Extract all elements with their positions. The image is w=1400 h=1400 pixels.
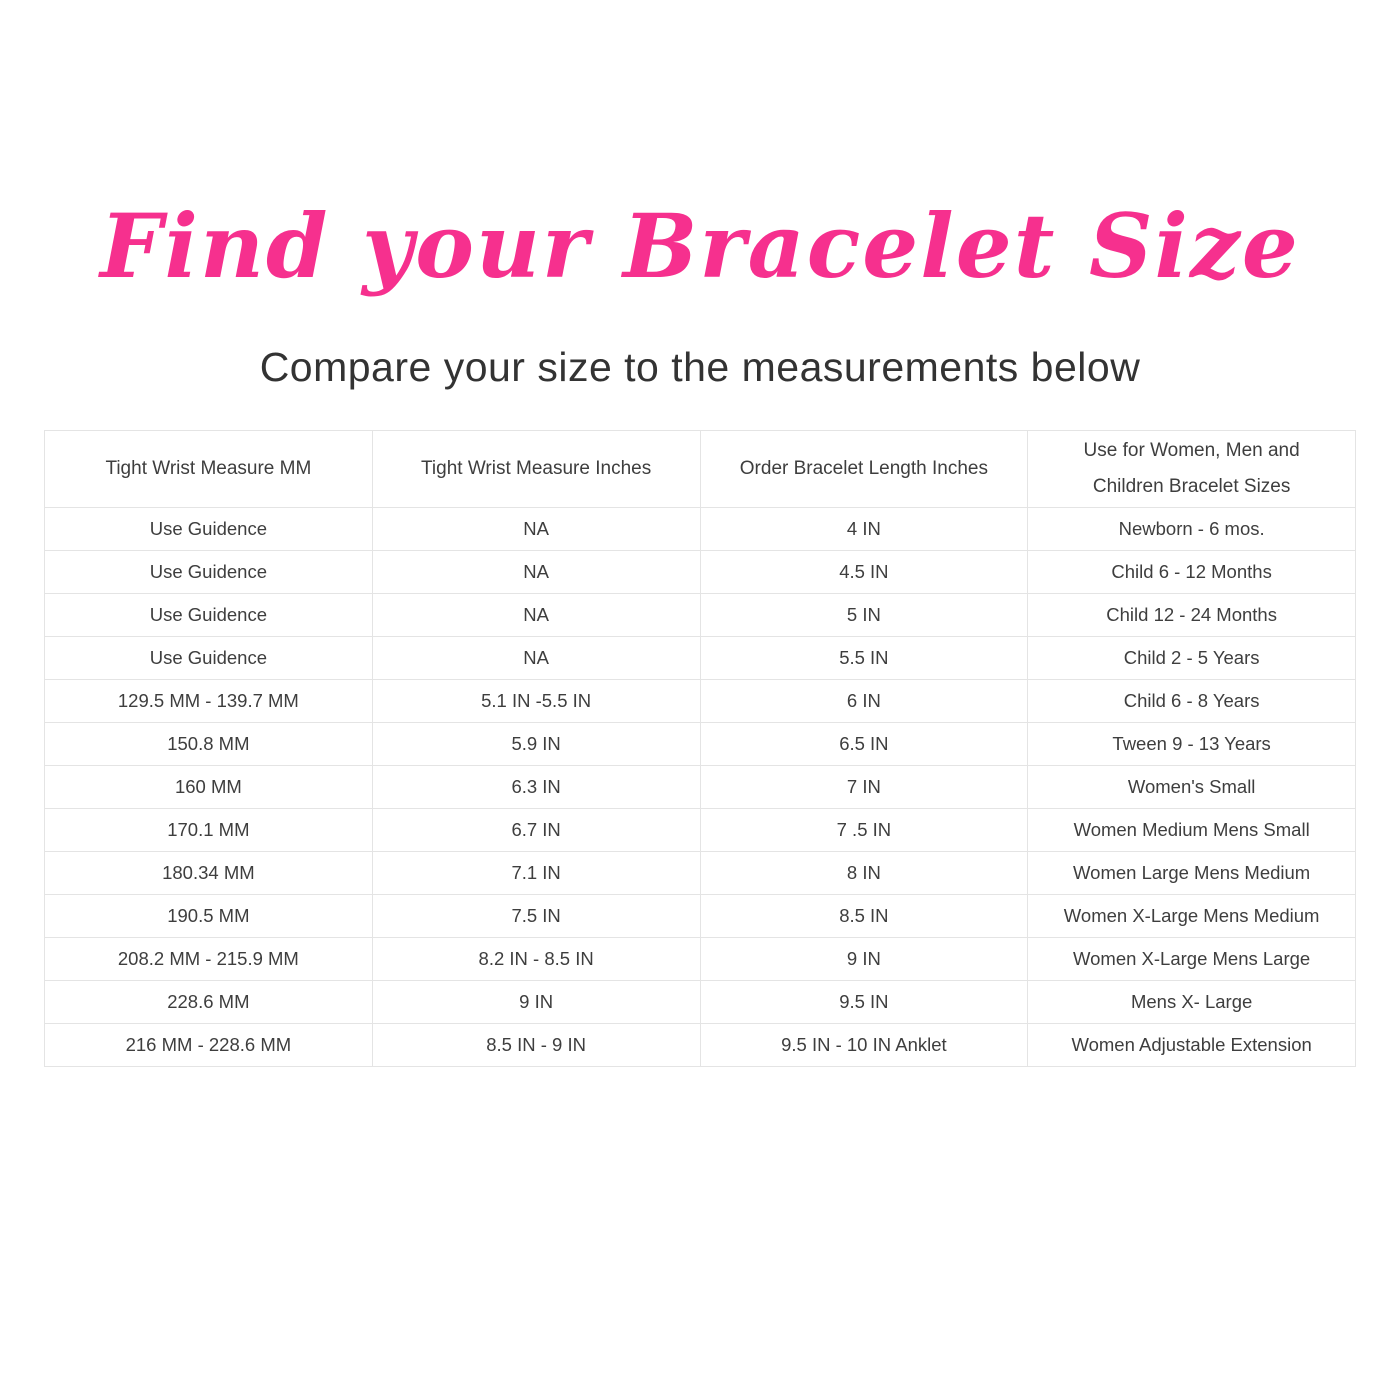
page-title: Find your Bracelet Size (100, 194, 1300, 298)
table-cell: Use Guidence (44, 636, 373, 681)
table-cell: Use Guidence (44, 593, 373, 638)
table-cell: NA (371, 593, 701, 638)
table-cell: 8.2 IN - 8.5 IN (371, 937, 701, 982)
table-cell: Women Medium Mens Small (1027, 808, 1356, 853)
table-cell: 9 IN (699, 937, 1029, 982)
table-cell: Use Guidence (44, 550, 373, 595)
table-cell: Tween 9 - 13 Years (1027, 722, 1356, 767)
table-cell: 6.5 IN (699, 722, 1029, 767)
table-cell: 180.34 MM (44, 851, 373, 896)
table-cell: 5.9 IN (371, 722, 701, 767)
size-chart-header-row: Tight Wrist Measure MM Tight Wrist Measur… (44, 430, 1356, 509)
page-subtitle: Compare your size to the measurements be… (259, 344, 1141, 391)
table-row: 190.5 MM 7.5 IN 8.5 IN Women X-Large Mens M… (44, 894, 1356, 939)
table-cell: 6 IN (699, 679, 1029, 724)
size-chart-head: Tight Wrist Measure MM Tight Wrist Measur… (44, 430, 1356, 509)
table-cell: Women's Small (1027, 765, 1356, 810)
table-cell: 129.5 MM - 139.7 MM (44, 679, 373, 724)
table-row: 228.6 MM 9 IN 9.5 IN Mens X- Large (44, 980, 1356, 1025)
table-cell: 5 IN (699, 593, 1029, 638)
header-cell: Order Bracelet Length Inches (699, 430, 1029, 509)
table-row: 170.1 MM 6.7 IN 7 .5 IN Women Medium Mens S… (44, 808, 1356, 853)
table-cell: 8.5 IN - 9 IN (371, 1023, 701, 1068)
table-cell: 7.1 IN (371, 851, 701, 896)
table-cell: Child 6 - 12 Months (1027, 550, 1356, 595)
header-cell: Use for Women, Men and Children Bracelet… (1027, 430, 1356, 509)
table-cell: 9.5 IN - 10 IN Anklet (699, 1023, 1029, 1068)
table-cell: 7 .5 IN (699, 808, 1029, 853)
table-row: 208.2 MM - 215.9 MM 8.2 IN - 8.5 IN 9 IN Wo… (44, 937, 1356, 982)
table-row: 216 MM - 228.6 MM 8.5 IN - 9 IN 9.5 IN - 1… (44, 1023, 1356, 1068)
table-cell: NA (371, 636, 701, 681)
table-cell: 208.2 MM - 215.9 MM (44, 937, 373, 982)
table-cell: 6.3 IN (371, 765, 701, 810)
table-cell: Child 12 - 24 Months (1027, 593, 1356, 638)
table-cell: 170.1 MM (44, 808, 373, 853)
table-cell: 4 IN (699, 507, 1029, 552)
table-cell: 6.7 IN (371, 808, 701, 853)
table-cell: 8 IN (699, 851, 1029, 896)
table-row: 180.34 MM 7.1 IN 8 IN Women Large Mens Medi… (44, 851, 1356, 896)
table-cell: 7.5 IN (371, 894, 701, 939)
table-cell: 9.5 IN (699, 980, 1029, 1025)
table-cell: 150.8 MM (44, 722, 373, 767)
table-row: 160 MM 6.3 IN 7 IN Women's Small (44, 765, 1356, 810)
table-cell: 190.5 MM (44, 894, 373, 939)
table-cell: 216 MM - 228.6 MM (44, 1023, 373, 1068)
table-cell: 7 IN (699, 765, 1029, 810)
table-cell: 9 IN (371, 980, 701, 1025)
table-row: Use Guidence NA 4 IN Newborn - 6 mos. (44, 507, 1356, 552)
table-cell: 8.5 IN (699, 894, 1029, 939)
table-row: Use Guidence NA 5 IN Child 12 - 24 Months (44, 593, 1356, 638)
table-row: Use Guidence NA 5.5 IN Child 2 - 5 Years (44, 636, 1356, 681)
size-chart-table: Tight Wrist Measure MM Tight Wrist Measur… (44, 430, 1356, 1068)
table-cell: 4.5 IN (699, 550, 1029, 595)
table-cell: Women Adjustable Extension (1027, 1023, 1356, 1068)
table-cell: 228.6 MM (44, 980, 373, 1025)
table-cell: Women X-Large Mens Large (1027, 937, 1356, 982)
size-chart-container: Tight Wrist Measure MM Tight Wrist Measur… (44, 430, 1356, 1068)
table-cell: Women Large Mens Medium (1027, 851, 1356, 896)
table-row: Use Guidence NA 4.5 IN Child 6 - 12 Months (44, 550, 1356, 595)
table-cell: 5.5 IN (699, 636, 1029, 681)
table-cell: Mens X- Large (1027, 980, 1356, 1025)
table-cell: 5.1 IN -5.5 IN (371, 679, 701, 724)
table-cell: NA (371, 550, 701, 595)
size-chart-body: Use Guidence NA 4 IN Newborn - 6 mos. Use Gu… (44, 507, 1356, 1068)
table-cell: Use Guidence (44, 507, 373, 552)
table-cell: Women X-Large Mens Medium (1027, 894, 1356, 939)
table-cell: Child 6 - 8 Years (1027, 679, 1356, 724)
header-cell: Tight Wrist Measure Inches (371, 430, 701, 509)
table-row: 129.5 MM - 139.7 MM 5.1 IN -5.5 IN 6 IN Chi… (44, 679, 1356, 724)
header-cell: Tight Wrist Measure MM (44, 430, 373, 509)
table-cell: Child 2 - 5 Years (1027, 636, 1356, 681)
table-cell: NA (371, 507, 701, 552)
table-cell: Newborn - 6 mos. (1027, 507, 1356, 552)
table-cell: 160 MM (44, 765, 373, 810)
table-row: 150.8 MM 5.9 IN 6.5 IN Tween 9 - 13 Years (44, 722, 1356, 767)
